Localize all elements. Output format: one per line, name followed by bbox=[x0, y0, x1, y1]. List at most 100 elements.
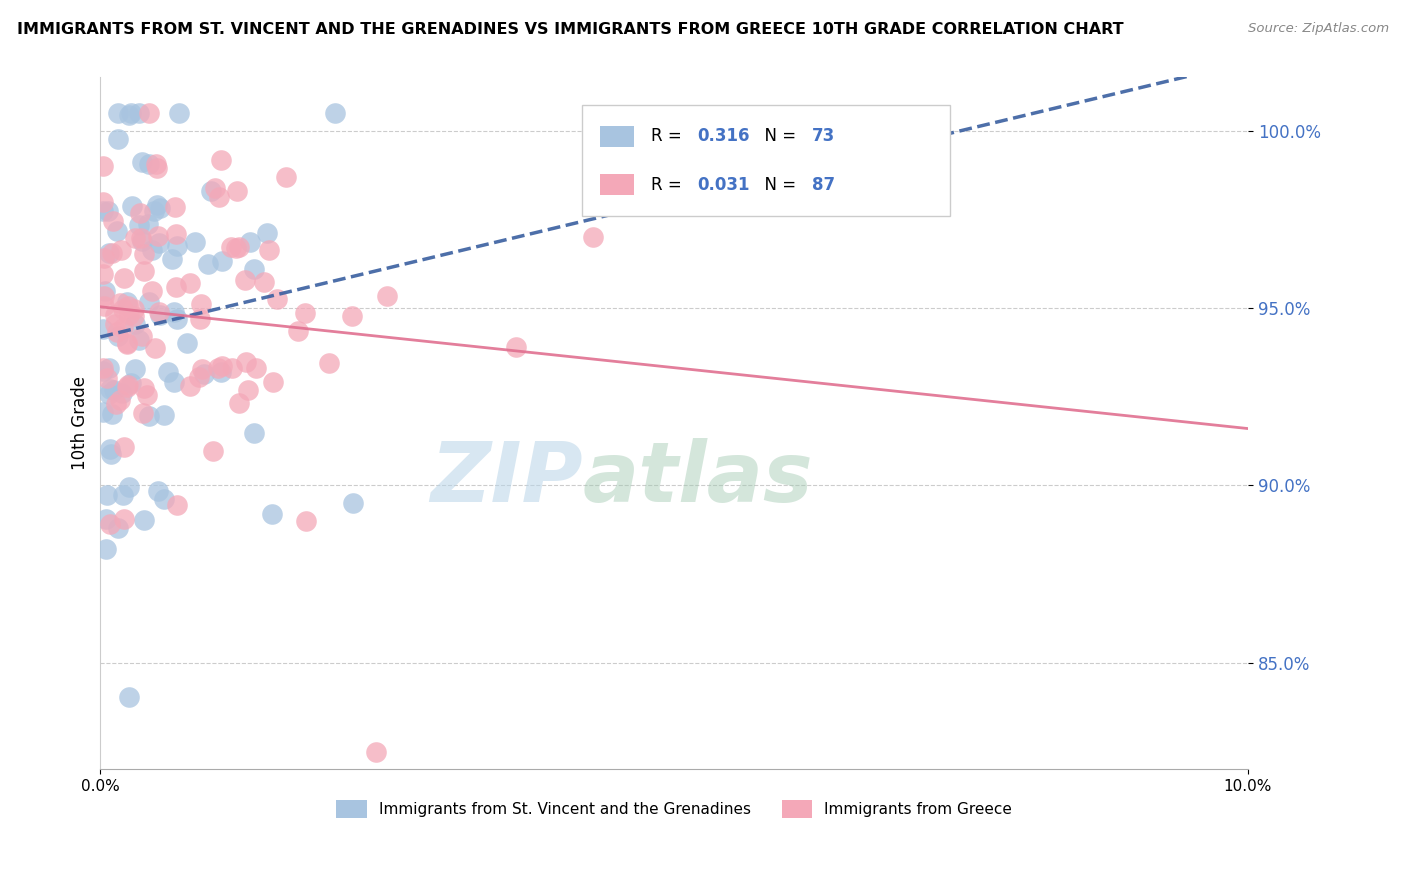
Point bbox=[156, 365, 179, 379]
Text: Source: ZipAtlas.com: Source: ZipAtlas.com bbox=[1249, 22, 1389, 36]
Point bbox=[124, 301, 146, 316]
Point bbox=[128, 106, 150, 120]
Point bbox=[152, 491, 174, 506]
Point bbox=[132, 263, 155, 277]
Point bbox=[138, 295, 160, 310]
Legend: Immigrants from St. Vincent and the Grenadines, Immigrants from Greece: Immigrants from St. Vincent and the Gren… bbox=[330, 794, 1018, 824]
Point bbox=[115, 336, 138, 351]
Point bbox=[110, 392, 132, 407]
Point bbox=[131, 328, 153, 343]
Point bbox=[93, 288, 115, 302]
Point bbox=[91, 405, 114, 419]
Point bbox=[107, 131, 129, 145]
Point bbox=[163, 200, 186, 214]
Point bbox=[149, 309, 172, 323]
Point bbox=[148, 305, 170, 319]
Point bbox=[117, 380, 139, 394]
Point bbox=[112, 321, 135, 335]
Point bbox=[245, 360, 267, 375]
Point bbox=[197, 257, 219, 271]
Point bbox=[165, 227, 187, 241]
Point bbox=[96, 488, 118, 502]
Point bbox=[118, 308, 141, 322]
Point bbox=[103, 383, 125, 397]
Point bbox=[112, 512, 135, 526]
Point bbox=[225, 241, 247, 255]
Text: N =: N = bbox=[755, 128, 801, 145]
Point bbox=[166, 312, 188, 326]
Point bbox=[146, 161, 169, 175]
Point bbox=[100, 408, 122, 422]
Text: 73: 73 bbox=[811, 128, 835, 145]
Point bbox=[105, 325, 128, 339]
Point bbox=[136, 388, 159, 402]
Point bbox=[91, 361, 114, 376]
Point bbox=[132, 513, 155, 527]
Point bbox=[91, 364, 114, 378]
Point bbox=[505, 340, 527, 354]
Point bbox=[235, 354, 257, 368]
Point bbox=[97, 386, 120, 401]
Point bbox=[124, 231, 146, 245]
Text: 0.316: 0.316 bbox=[697, 128, 749, 145]
Point bbox=[112, 302, 135, 317]
Point bbox=[294, 306, 316, 320]
Point bbox=[165, 279, 187, 293]
Point bbox=[152, 408, 174, 422]
Point bbox=[115, 336, 138, 351]
Point bbox=[112, 440, 135, 454]
Point bbox=[91, 204, 114, 219]
Text: ZIP: ZIP bbox=[430, 438, 582, 519]
Point bbox=[132, 406, 155, 420]
Point bbox=[94, 512, 117, 526]
Text: R =: R = bbox=[651, 128, 688, 145]
Point bbox=[148, 235, 170, 250]
Point bbox=[107, 328, 129, 343]
Point bbox=[97, 204, 120, 219]
Point bbox=[104, 317, 127, 331]
Point bbox=[294, 514, 316, 528]
Point bbox=[184, 235, 207, 249]
Point bbox=[228, 396, 250, 410]
Point bbox=[122, 309, 145, 323]
Point bbox=[131, 234, 153, 248]
Point bbox=[98, 442, 121, 456]
Point bbox=[375, 289, 398, 303]
Point bbox=[120, 376, 142, 390]
Point bbox=[121, 199, 143, 213]
Point bbox=[167, 106, 190, 120]
Point bbox=[176, 336, 198, 351]
Point bbox=[120, 106, 142, 120]
Point bbox=[166, 498, 188, 512]
Point bbox=[132, 381, 155, 395]
Point bbox=[242, 425, 264, 440]
Point bbox=[128, 218, 150, 232]
Point bbox=[97, 361, 120, 376]
Point bbox=[287, 324, 309, 338]
Point bbox=[138, 409, 160, 423]
Point bbox=[235, 273, 257, 287]
Point bbox=[145, 341, 167, 355]
Point bbox=[141, 243, 163, 257]
Point bbox=[141, 285, 163, 299]
Point bbox=[188, 312, 211, 326]
Point bbox=[221, 361, 243, 376]
Point bbox=[104, 308, 127, 322]
Point bbox=[262, 375, 284, 389]
Text: IMMIGRANTS FROM ST. VINCENT AND THE GRENADINES VS IMMIGRANTS FROM GREECE 10TH GR: IMMIGRANTS FROM ST. VINCENT AND THE GREN… bbox=[17, 22, 1123, 37]
Point bbox=[256, 226, 278, 240]
FancyBboxPatch shape bbox=[599, 126, 634, 146]
Point bbox=[93, 251, 115, 265]
Point bbox=[98, 246, 121, 260]
Point bbox=[211, 359, 233, 374]
Point bbox=[91, 321, 114, 335]
Point bbox=[179, 378, 201, 392]
Point bbox=[117, 378, 139, 392]
Point bbox=[134, 247, 156, 261]
Point bbox=[243, 261, 266, 276]
Point bbox=[101, 214, 124, 228]
Point bbox=[146, 198, 169, 212]
Point bbox=[179, 277, 201, 291]
Point bbox=[131, 155, 153, 169]
Point bbox=[236, 384, 259, 398]
